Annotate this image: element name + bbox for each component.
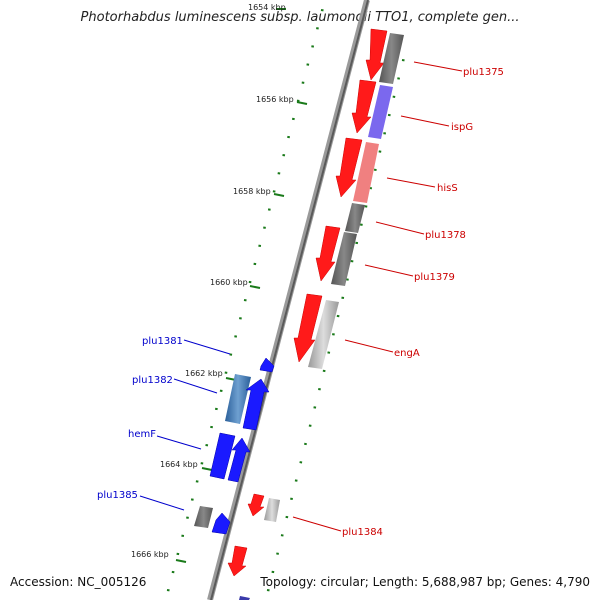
block-hisS [353,142,379,203]
label-hisS: hisS [437,183,458,194]
gene-plu1385-block [194,506,213,528]
gene-plu1381[interactable] [259,357,275,373]
block-engA [308,300,339,369]
label-plu1382: plu1382 [132,375,173,386]
tick-label: 1662 kbp [185,369,223,378]
gene-reverse-partial [239,596,250,600]
gene-ispG[interactable] [351,79,377,134]
genome-summary-text: Topology: circular; Length: 5,688,987 bp… [260,575,590,589]
left-gene-labels: plu1381 plu1382 hemF plu1385 [97,336,231,511]
label-hemF: hemF [128,429,156,440]
gene-plu1379[interactable] [315,225,341,282]
accession-text: Accession: NC_005126 [10,575,147,589]
label-plu1378: plu1378 [425,230,466,241]
tick-ring-outer [166,9,324,592]
label-plu1381: plu1381 [142,336,183,347]
function-blocks [264,33,404,522]
tick-label: 1664 kbp [160,460,198,469]
backbone [207,0,370,600]
tick-ring-inner [266,59,405,592]
gene-forward[interactable] [227,545,248,577]
map-title: Photorhabdus luminescens subsp. laumondi… [80,10,520,25]
tick-label: 1660 kbp [210,278,248,287]
gene-engA[interactable] [293,293,323,363]
block-plu1375 [379,33,404,84]
block-ispG [368,85,393,139]
block-plu1384 [264,498,280,522]
label-ispG: ispG [451,122,473,133]
label-plu1384: plu1384 [342,527,383,538]
gene-hemF[interactable] [209,432,236,480]
gene-hisS[interactable] [335,137,363,198]
gene-plu1382[interactable] [242,378,270,431]
label-plu1385: plu1385 [97,490,138,501]
gene-plu1375[interactable] [365,28,388,81]
reverse-strand-genes [194,357,275,600]
block-plu1379 [331,232,357,286]
right-gene-labels: plu1375 ispG hisS plu1378 plu1379 engA p… [292,61,504,538]
forward-strand-genes [227,28,388,577]
tick-mark [249,285,261,289]
label-plu1375: plu1375 [463,67,504,78]
tick-mark [175,559,187,563]
block-plu1378 [345,203,365,233]
label-plu1379: plu1379 [414,272,455,283]
tick-label: 1656 kbp [256,95,294,104]
tick-mark [273,193,285,197]
label-engA: engA [394,348,420,359]
tick-mark [201,467,213,471]
tick-mark [296,101,308,105]
gene-plu1384[interactable] [247,493,265,517]
tick-marks: 1654 kbp 1656 kbp 1658 kbp 1660 kbp 1662… [131,3,308,563]
gene-hemF-arrow[interactable] [227,437,251,483]
tick-label: 1654 kbp [248,3,286,12]
tick-label: 1666 kbp [131,550,169,559]
gene-plu1385[interactable] [211,512,231,535]
gene-plu1382-block [225,374,251,424]
tick-label: 1658 kbp [233,187,271,196]
